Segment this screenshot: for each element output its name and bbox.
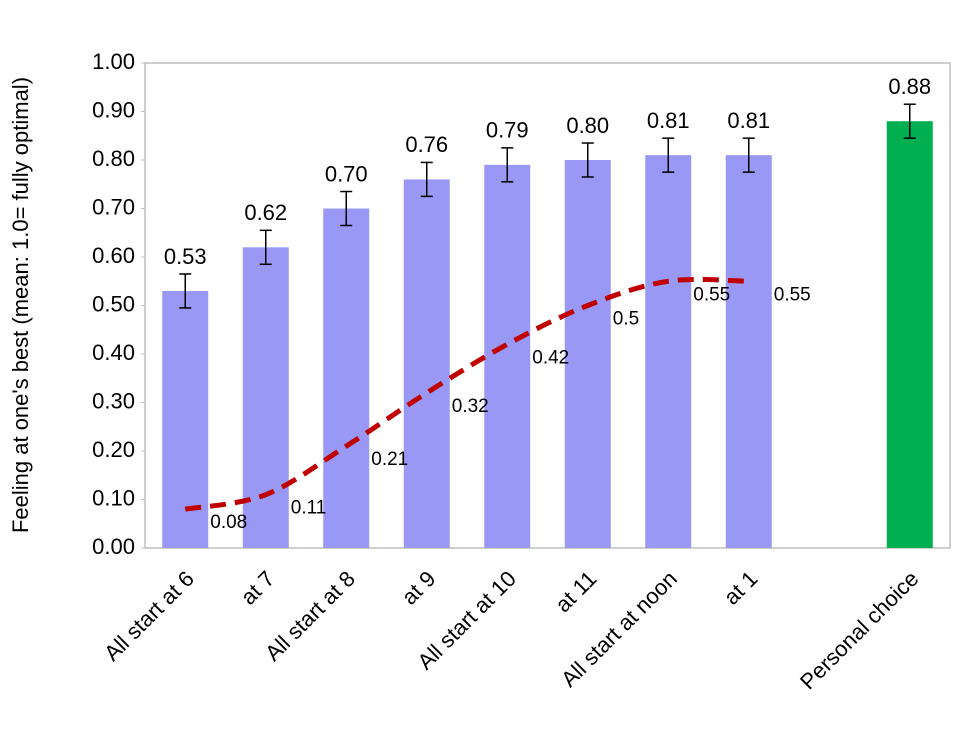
- x-tick-label: at 7: [236, 566, 280, 610]
- error-bar: [501, 147, 514, 183]
- y-axis-title: Feeling at one's best (mean: 1.0= fully …: [8, 77, 33, 533]
- error-bar: [903, 103, 916, 139]
- value-label: 0.70: [325, 161, 368, 186]
- y-tick-label: 0.40: [92, 340, 135, 365]
- value-label: 0.81: [647, 108, 690, 133]
- error-bar: [742, 137, 755, 173]
- y-tick-label: 0.80: [92, 146, 135, 171]
- line-value-label: 0.08: [210, 512, 247, 533]
- error-bar: [259, 229, 272, 266]
- y-tick-label: 0.70: [92, 194, 135, 219]
- y-tick-label: 0.90: [92, 97, 135, 122]
- y-tick-label: 0.30: [92, 388, 135, 413]
- error-bar: [662, 137, 675, 173]
- bar: [645, 155, 692, 548]
- error-bar: [340, 190, 353, 227]
- bar: [725, 155, 772, 548]
- x-tick-label: Personal choice: [795, 566, 923, 694]
- value-label: 0.76: [405, 132, 448, 157]
- x-tick-label: All start at 6: [99, 566, 199, 666]
- x-tick-label: at 9: [397, 566, 441, 610]
- value-label: 0.81: [727, 108, 770, 133]
- line-value-label: 0.11: [291, 498, 327, 519]
- error-bar: [581, 142, 594, 178]
- error-bar: [179, 273, 192, 309]
- y-tick-label: 0.50: [92, 291, 135, 316]
- y-tick-label: 0.10: [92, 485, 135, 510]
- error-bar: [420, 161, 433, 198]
- y-tick-label: 0.00: [92, 534, 135, 559]
- x-tick-label: at 1: [719, 566, 763, 610]
- y-tick-label: 0.20: [92, 437, 135, 462]
- bar: [564, 160, 611, 548]
- trend-line: [184, 276, 749, 512]
- bar: [323, 208, 370, 548]
- value-label: 0.80: [566, 113, 609, 138]
- value-label: 0.62: [244, 200, 287, 225]
- y-tick-label: 1.00: [92, 49, 135, 74]
- value-label: 0.79: [486, 118, 529, 143]
- line-value-label: 0.42: [532, 347, 569, 368]
- value-label: 0.53: [164, 244, 207, 269]
- line-value-label: 0.55: [774, 284, 811, 305]
- y-tick-label: 0.60: [92, 243, 135, 268]
- line-value-label: 0.21: [371, 449, 408, 470]
- bar: [886, 121, 933, 548]
- x-tick-label: at 11: [550, 566, 601, 617]
- bar: [403, 179, 450, 548]
- bar: [162, 290, 209, 548]
- bar: [484, 164, 531, 548]
- line-value-label: 0.55: [693, 284, 730, 305]
- line-value-label: 0.32: [452, 396, 489, 417]
- value-label: 0.88: [888, 74, 931, 99]
- bar: [242, 247, 289, 549]
- line-value-label: 0.5: [613, 309, 639, 330]
